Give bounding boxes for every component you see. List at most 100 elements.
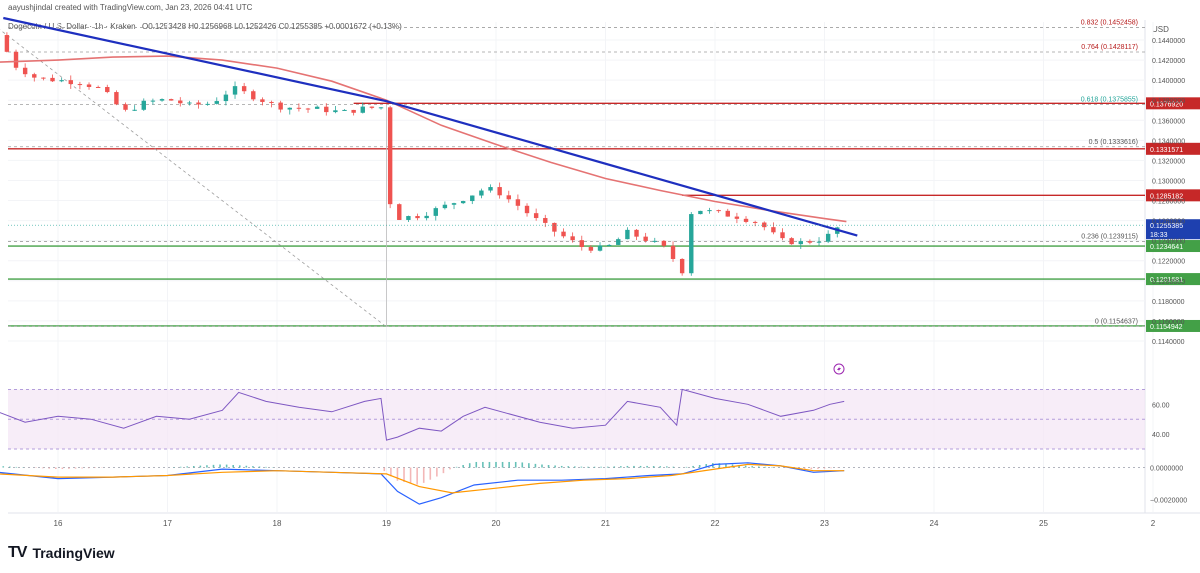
candle-body [734, 216, 740, 219]
current-price-label: 0.1255385 [1150, 223, 1183, 230]
level-price-box [1146, 319, 1200, 332]
rsi-line [0, 388, 845, 441]
candle-body [771, 227, 776, 233]
candle-body [68, 80, 73, 85]
candle-body [661, 240, 667, 246]
price-tick-label: 0.1400000 [1152, 78, 1185, 85]
candle-body [232, 86, 238, 95]
macd-line [0, 462, 845, 505]
candle-body [616, 239, 621, 245]
candle-body [178, 100, 183, 104]
rsi-panel: 60.00 40.00 [0, 388, 1170, 450]
price-tick-label: 0.1200000 [1152, 279, 1185, 286]
bearish-trend-line [3, 16, 858, 237]
symbol-text: Dogecoin / U.S. Dollar · 1h · Kraken [8, 22, 136, 31]
candle-body [141, 100, 146, 110]
time-tick-label: 19 [382, 519, 391, 528]
candle-body [287, 107, 292, 110]
candle-body [378, 107, 384, 109]
candle-body [196, 102, 201, 105]
candle-body [269, 101, 274, 103]
time-tick-label: 17 [163, 519, 172, 528]
level-price-box [1146, 142, 1200, 155]
candle-body [406, 216, 411, 220]
candle-body [789, 238, 794, 245]
candle-body [479, 190, 484, 196]
candle-body [762, 222, 767, 228]
macd-signal-line [0, 463, 845, 494]
candle-body [241, 86, 247, 92]
candle-body [369, 106, 375, 108]
candle-body [606, 244, 612, 246]
moving-average-line [0, 55, 847, 223]
candle-body [22, 67, 28, 75]
candle-body [807, 241, 813, 243]
level-price-box [1146, 97, 1200, 110]
candle-body [424, 215, 429, 219]
level-price-box [1146, 189, 1200, 202]
macd-panel: 0.0000000 −0.0020000 [0, 461, 1187, 505]
candle-body [634, 229, 639, 237]
candle-body [698, 210, 703, 215]
candle-body [460, 201, 466, 204]
candle-body [752, 221, 758, 223]
price-series: 0.1255385 18:33 [0, 16, 1200, 328]
candle-body [387, 107, 393, 205]
candle-body [497, 187, 502, 196]
time-tick-label: 21 [601, 519, 610, 528]
candle-body [506, 195, 511, 200]
level-price-label: 0.1285182 [1150, 193, 1183, 200]
candle-body [324, 106, 329, 113]
candle-body [515, 199, 521, 206]
candle-body [59, 80, 64, 82]
price-tick-label: 0.1340000 [1152, 138, 1185, 145]
time-tick-label: 2 [1151, 519, 1156, 528]
candle-body [342, 109, 347, 111]
candle-body [296, 107, 302, 109]
level-price-label: 0.1201681 [1150, 277, 1183, 284]
candle-body [707, 210, 712, 212]
level-price-box [1146, 240, 1200, 253]
alert-icon[interactable] [833, 363, 845, 375]
fibonacci-levels: 0.832 (0.1452458) 0.764 (0.1428117) 0.618 … [8, 20, 1145, 327]
level-price-label: 0.1154942 [1150, 324, 1183, 331]
price-tick-label: 0.1440000 [1152, 38, 1185, 45]
time-tick-label: 23 [820, 519, 829, 528]
candle-body [415, 216, 420, 219]
candle-body [95, 86, 101, 88]
time-tick-label: 24 [930, 519, 939, 528]
macd-tick-label: −0.0020000 [1150, 497, 1187, 504]
candle-body [433, 208, 438, 216]
tradingview-brand: TV TradingView [8, 544, 115, 562]
horizontal-levels: 0.13769200.13315710.12851820.12346410.12… [8, 97, 1200, 332]
candle-body [689, 214, 694, 274]
candle-body [123, 104, 128, 110]
candle-body [114, 92, 119, 105]
fib-label: 0.832 (0.1452458) [1081, 20, 1138, 27]
candle-body [543, 218, 548, 223]
candle-body [652, 240, 657, 242]
fib-label: 0.618 (0.1375855) [1081, 96, 1138, 103]
candle-body [360, 106, 365, 113]
rsi-band [8, 389, 1145, 450]
candle-body [597, 245, 603, 251]
candle-body [625, 229, 630, 240]
candle-body [13, 51, 19, 68]
candle-body [214, 101, 219, 104]
macd-tick-label: 0.0000000 [1150, 466, 1183, 473]
time-tick-label: 16 [54, 519, 63, 528]
tradingview-wordmark: TradingView [32, 545, 115, 561]
candle-body [588, 247, 594, 251]
fib-label: 0.236 (0.1239115) [1081, 234, 1138, 241]
price-tick-label: 0.1300000 [1152, 178, 1185, 185]
candle-body [86, 84, 92, 87]
rsi-tick-label: 60.00 [1152, 402, 1170, 409]
candle-body [260, 99, 265, 102]
candle-body [570, 236, 575, 241]
candle-body [670, 245, 676, 259]
candle-body [816, 241, 822, 243]
candle-body [305, 108, 311, 110]
candle-body [743, 218, 749, 222]
candle-body [187, 102, 192, 104]
